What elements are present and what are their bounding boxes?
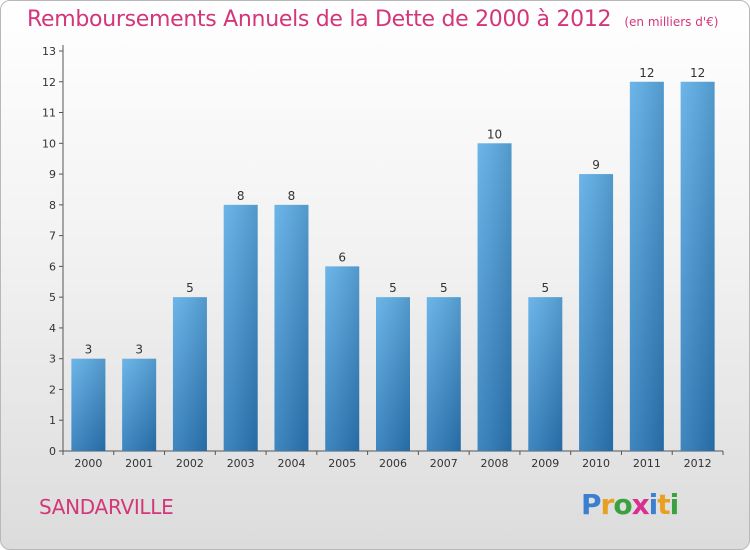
bar-shading: [325, 266, 360, 451]
bar-shading: [122, 358, 157, 451]
x-tick-label: 2009: [531, 457, 559, 470]
y-tick-label: 5: [49, 291, 56, 304]
data-label: 6: [338, 250, 346, 264]
bar-shading: [71, 358, 106, 451]
y-tick-label: 13: [42, 45, 56, 58]
x-tick-label: 2001: [125, 457, 153, 470]
data-label: 5: [186, 281, 194, 295]
logo-letter: r: [600, 488, 615, 521]
data-label: 10: [487, 127, 502, 141]
x-tick-label: 2003: [227, 457, 255, 470]
y-tick-label: 12: [42, 76, 56, 89]
bar-shading: [223, 204, 258, 451]
data-label: 3: [85, 343, 93, 357]
commune-name: SANDARVILLE: [39, 495, 174, 519]
bar-shading: [579, 174, 614, 452]
y-tick-label: 2: [49, 383, 56, 396]
data-label: 8: [288, 189, 296, 203]
x-tick-label: 2011: [633, 457, 661, 470]
y-tick-label: 6: [49, 260, 56, 273]
logo-letter: o: [613, 488, 632, 521]
data-label: 5: [541, 281, 549, 295]
bar-shading: [477, 143, 512, 452]
x-tick-label: 2007: [430, 457, 458, 470]
y-tick-label: 1: [49, 414, 56, 427]
x-tick-label: 2008: [481, 457, 509, 470]
proxiti-logo: Proxiti: [581, 488, 680, 521]
chart-subtitle: (en milliers d'€): [624, 15, 719, 29]
x-tick-label: 2004: [277, 457, 305, 470]
data-label: 12: [690, 66, 705, 80]
bar-shading: [426, 297, 461, 451]
data-label: 3: [135, 343, 143, 357]
title-row: Remboursements Annuels de la Dette de 20…: [27, 7, 718, 32]
data-label: 5: [389, 281, 397, 295]
bar-shading: [528, 297, 563, 451]
bar-shading: [274, 204, 309, 451]
data-label: 9: [592, 158, 600, 172]
x-tick-label: 2000: [74, 457, 102, 470]
y-tick-label: 9: [49, 168, 56, 181]
y-tick-label: 10: [42, 137, 56, 150]
y-tick-label: 3: [49, 353, 56, 366]
x-tick-label: 2006: [379, 457, 407, 470]
bar-shading: [680, 81, 715, 452]
y-tick-label: 4: [49, 322, 56, 335]
data-label: 12: [639, 66, 654, 80]
chart-title: Remboursements Annuels de la Dette de 20…: [27, 7, 612, 32]
y-tick-label: 0: [49, 445, 56, 458]
logo-letter: i: [648, 488, 659, 521]
data-label: 8: [237, 189, 245, 203]
y-tick-label: 8: [49, 199, 56, 212]
logo-letter: P: [581, 488, 602, 521]
logo-letter: x: [631, 488, 650, 521]
logo-letter: i: [669, 488, 680, 521]
bar-shading: [172, 297, 207, 451]
data-label: 5: [440, 281, 448, 295]
x-tick-label: 2005: [328, 457, 356, 470]
bar-shading: [629, 81, 664, 452]
bars: [71, 81, 715, 452]
x-tick-label: 2010: [582, 457, 610, 470]
data-labels: 2000 3 2001 3 2002 5 2003 8 2004 8 2005 6 2006 5 2007 5…: [74, 66, 711, 470]
x-tick-label: 2012: [684, 457, 712, 470]
y-tick-label: 11: [42, 107, 56, 120]
bar-shading: [376, 297, 410, 451]
logo-letter: t: [657, 488, 670, 521]
y-tick-label: 7: [49, 230, 56, 243]
x-tick-label: 2002: [176, 457, 204, 470]
